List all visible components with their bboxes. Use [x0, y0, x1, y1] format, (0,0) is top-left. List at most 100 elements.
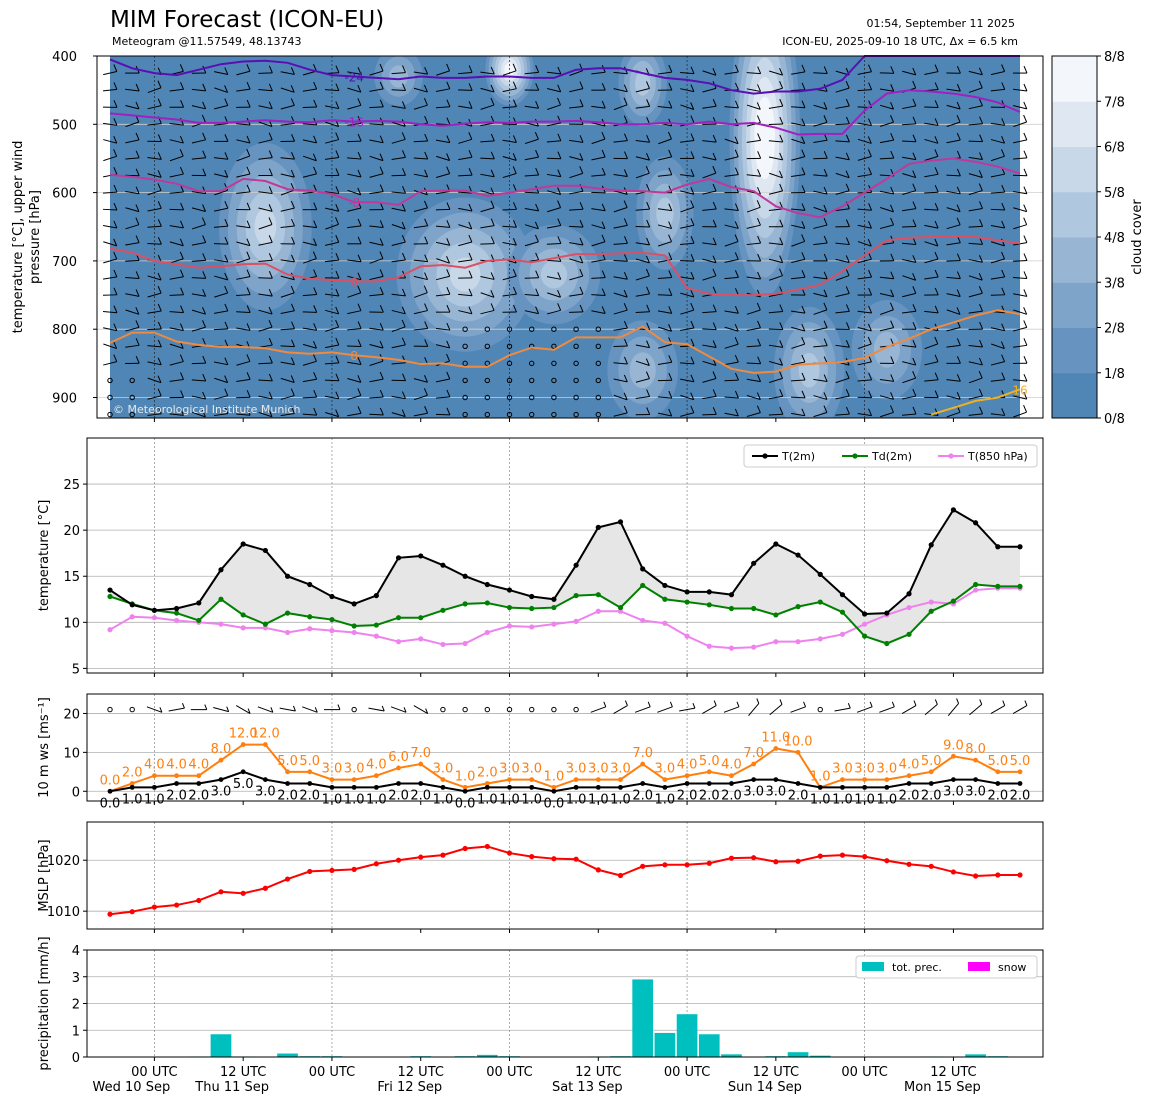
data-point [884, 784, 890, 790]
wind-barb-flag [934, 390, 939, 398]
wind-barb-flag [246, 372, 251, 380]
data-point [684, 781, 690, 786]
wind-barb [213, 225, 228, 228]
wind-barb [724, 326, 739, 332]
wind-barb-flag [601, 288, 606, 296]
data-point [240, 612, 246, 618]
wind-barb [147, 395, 162, 400]
wind-barb [480, 157, 495, 160]
wind-barb-flag [135, 235, 140, 243]
wind-barb [147, 105, 162, 110]
wind-barb [791, 240, 805, 247]
wind-barb-flag [224, 170, 229, 178]
wind-barb [1013, 105, 1027, 110]
wind-barb-flag [424, 169, 429, 178]
wind-barb-flag [756, 392, 761, 400]
wind-barb-flag [402, 186, 406, 194]
wind-barb [657, 105, 672, 109]
wind-barb [191, 105, 206, 110]
wind-barb-flag [979, 152, 983, 160]
wind-barb-flag [202, 306, 206, 315]
wind-barb [902, 377, 916, 384]
wind-barb-flag [1023, 150, 1028, 159]
wind-barb [813, 174, 828, 177]
data-point [240, 541, 246, 547]
calm-circle [506, 360, 513, 367]
wind-barb [857, 310, 872, 314]
wind-barb [990, 705, 1005, 714]
wind-barb [968, 275, 983, 281]
wind-barb-flag [646, 304, 651, 312]
wind-barb [324, 293, 339, 297]
calm-circle [462, 326, 468, 332]
wind-barb-flag [1001, 149, 1005, 157]
wind-barb [924, 155, 939, 161]
data-label: 3.0 [211, 785, 232, 800]
wind-barb [902, 361, 916, 366]
wind-barb [1012, 260, 1028, 262]
wind-barb [258, 121, 273, 128]
wind-barb [325, 309, 339, 315]
wind-barb [813, 72, 828, 74]
wind-barb-flag [956, 150, 961, 159]
data-point [329, 593, 335, 600]
legend: T(2m) Td(2m) T(850 hPa) [743, 444, 1038, 468]
wind-barb [990, 327, 1005, 332]
wind-barb [546, 225, 561, 229]
wind-barb [790, 706, 806, 713]
wind-barb [214, 87, 228, 93]
data-point [573, 784, 579, 790]
data-label: 0.0 [100, 796, 121, 811]
wind-barb-flag [202, 235, 207, 243]
wind-barb-flag [535, 288, 540, 296]
wind-barb-flag [291, 339, 296, 347]
wind-barb-flag [512, 184, 517, 192]
wind-barb [902, 395, 916, 400]
wind-barb-flag [624, 254, 628, 262]
wind-barb [569, 275, 583, 281]
wind-barb [813, 345, 828, 348]
calm-circle [529, 706, 535, 713]
wind-barb-flag [912, 67, 917, 76]
wind-barb [591, 138, 606, 145]
wind-barb [280, 412, 295, 417]
data-point [440, 784, 446, 790]
colorbar-tick-label: 0/8 [1104, 412, 1125, 427]
data-label: 3.0 [588, 762, 609, 777]
wind-barb-flag [779, 304, 784, 312]
calm-circle [462, 360, 468, 367]
data-point [507, 784, 512, 790]
wind-barb [746, 88, 761, 92]
wind-barb [169, 225, 184, 229]
data-point [573, 856, 579, 862]
wind-barb [324, 89, 339, 92]
wind-barb [635, 87, 650, 93]
wind-barb-flag [579, 304, 584, 313]
wind-barb-flag [157, 170, 162, 178]
wind-barb [902, 190, 916, 196]
wind-barb-flag [379, 251, 384, 259]
wind-barb-flag [224, 357, 229, 365]
wind-barb-flag [357, 321, 362, 329]
wind-barb-flag [180, 305, 185, 313]
wind-barb [258, 89, 273, 92]
wind-barb [125, 293, 140, 297]
wind-barb [147, 292, 162, 298]
wind-barb [902, 258, 916, 263]
wind-barb-flag [734, 252, 739, 260]
wind-barb [990, 379, 1005, 382]
wind-barb-flag [535, 83, 540, 91]
data-label: 2.0 [166, 788, 187, 803]
wind-barb [702, 378, 717, 383]
wind-barb-flag [890, 253, 895, 261]
wind-barb-flag [978, 183, 983, 191]
wind-barb-flag [779, 152, 784, 161]
wind-barb-flag [912, 219, 917, 227]
wind-barb [191, 88, 206, 92]
data-label: 5.0 [277, 754, 298, 769]
wind-barb-flag [912, 339, 917, 348]
wind-barb-flag [224, 152, 229, 160]
wind-barb-flag [690, 320, 695, 329]
wind-barb [302, 706, 318, 713]
wind-barb [635, 293, 650, 297]
